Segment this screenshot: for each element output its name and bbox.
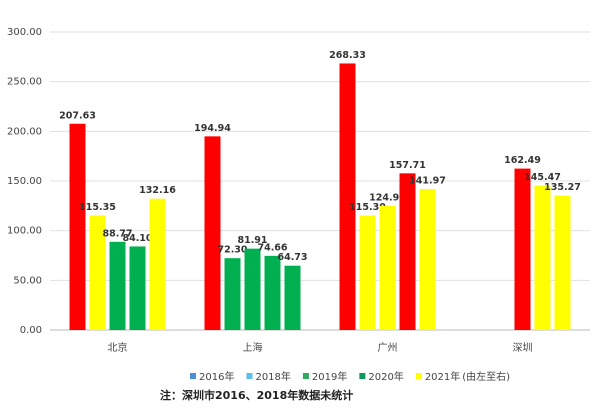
legend-label: 2019年: [312, 370, 347, 383]
bar: [284, 265, 301, 330]
x-tick-label: 北京: [108, 341, 128, 354]
value-label: 115.35: [79, 202, 116, 213]
x-tick-label: 深圳: [513, 342, 533, 354]
value-label: 74.66: [257, 242, 287, 253]
legend-label: 2021年: [425, 370, 460, 383]
legend-marker: [246, 373, 253, 379]
value-label: 88.77: [102, 228, 132, 239]
value-label: 157.71: [389, 160, 426, 171]
value-label: 115.30: [349, 202, 386, 213]
value-label: 207.63: [59, 110, 96, 121]
bar: [419, 188, 436, 330]
value-label: 135.27: [544, 182, 581, 193]
value-label: 124.98: [369, 192, 406, 203]
value-label: 162.49: [504, 155, 541, 166]
legend-label: 2016年: [199, 370, 234, 383]
bar: [224, 258, 241, 330]
value-label: 145.47: [524, 172, 561, 183]
y-tick-label: 0.00: [20, 325, 42, 336]
legend-label: 2020年: [368, 370, 403, 383]
value-label: 141.97: [409, 175, 446, 186]
legend-marker: [415, 373, 422, 379]
bar: [339, 63, 356, 331]
bar: [359, 215, 376, 330]
bar: [129, 246, 146, 330]
y-tick-label: 200.00: [7, 126, 42, 137]
bar: [514, 168, 531, 330]
bar: [89, 215, 106, 330]
value-label: 268.33: [329, 50, 366, 61]
value-label: 132.16: [139, 185, 176, 196]
legend-label: 2018年: [255, 370, 290, 383]
bar: [264, 255, 281, 330]
value-label: 81.91: [237, 235, 267, 246]
bar: [554, 195, 571, 330]
bar: [379, 205, 396, 330]
y-tick-label: 100.00: [7, 226, 42, 237]
y-tick-label: 300.00: [7, 27, 42, 38]
bar: [244, 248, 261, 330]
bar: [534, 185, 551, 330]
value-label: 64.73: [277, 252, 307, 263]
x-tick-label: 广州: [378, 342, 398, 354]
y-tick-label: 150.00: [7, 176, 42, 187]
legend-marker: [302, 373, 309, 379]
legend-marker: [359, 373, 366, 379]
value-label: 84.10: [122, 233, 152, 244]
legend-note: (由左至右): [462, 370, 510, 383]
y-tick-label: 50.00: [13, 275, 42, 286]
legend-marker: [190, 373, 196, 379]
x-tick-label: 上海: [243, 341, 263, 354]
bar: [204, 136, 221, 330]
note: 注：深圳市2016、2018年数据未统计: [160, 388, 353, 402]
bar: [149, 198, 166, 330]
value-label: 72.30: [217, 245, 247, 256]
y-tick-label: 250.00: [7, 77, 42, 88]
bar: [399, 173, 416, 330]
bar: [109, 241, 126, 330]
bar: [69, 123, 86, 330]
value-label: 194.94: [194, 123, 231, 134]
